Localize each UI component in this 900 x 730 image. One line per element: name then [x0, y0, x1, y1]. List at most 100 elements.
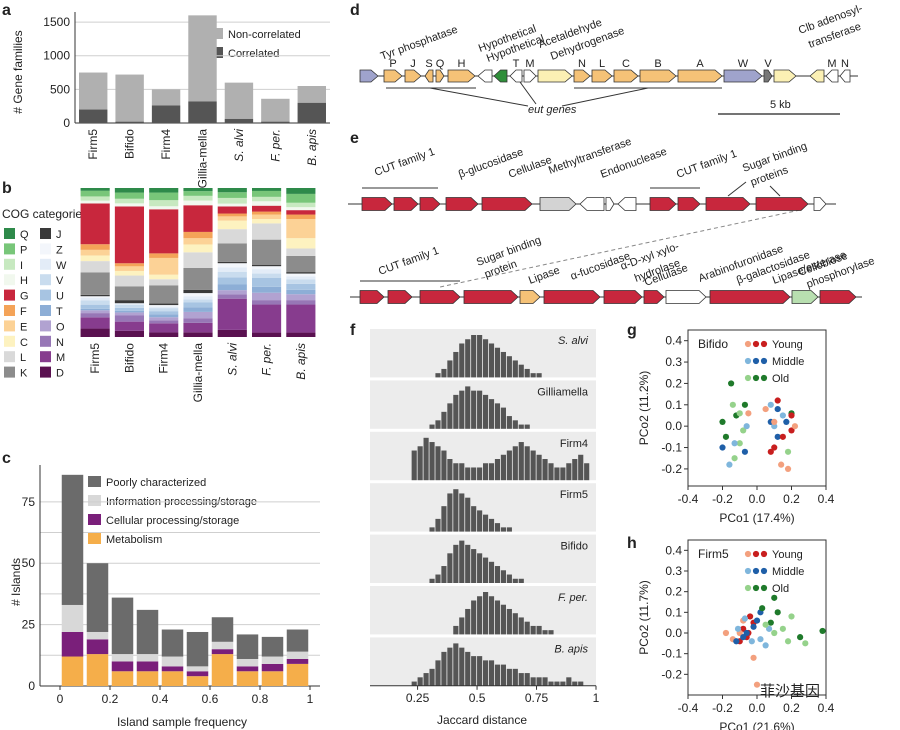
x-tick-label: 0.4: [152, 692, 169, 706]
histogram-bar: [465, 339, 471, 378]
histogram-bar: [459, 617, 465, 635]
gene-arrow: [463, 290, 519, 304]
bar-segment-P: [80, 190, 110, 197]
cog-label-K: K: [20, 368, 28, 380]
bar-segment-F: [183, 231, 213, 239]
cog-swatch-N: [40, 335, 51, 347]
y-tick-label: 75: [22, 495, 36, 509]
cog-swatch-V: [40, 274, 51, 286]
panel-letter-g: g: [627, 322, 637, 339]
gene-arrow: [819, 290, 857, 304]
histogram-bar: [483, 557, 489, 583]
bar-segment-G: [80, 203, 110, 245]
histogram-bar: [518, 578, 524, 583]
histogram-bar: [477, 335, 483, 378]
bar-segment-F: [80, 244, 110, 250]
x-tick-label: Firm4: [159, 129, 173, 160]
scatter-point: [733, 638, 740, 645]
bar-segment-J: [217, 261, 247, 264]
panel-f-xlabel: Jaccard distance: [437, 713, 527, 727]
x-tick-label: Gillia-mella: [191, 343, 205, 403]
scatter-point: [719, 444, 726, 451]
x-tick-label: 0.8: [252, 692, 269, 706]
scatter-point: [771, 444, 778, 451]
y-tick-label: 0.4: [665, 543, 682, 557]
gene-letter: M: [827, 58, 836, 70]
legend-dot: [760, 357, 768, 365]
bar-information: [111, 654, 134, 662]
histogram-bar: [465, 497, 471, 532]
x-tick-label: 0.4: [818, 701, 835, 715]
y-tick-label: 0.1: [665, 605, 682, 619]
bar-segment-T: [217, 284, 247, 291]
gene-letter: L: [599, 58, 605, 70]
bar-segment-C: [114, 270, 144, 276]
bar-segment-W: [252, 269, 282, 274]
bar-segment-C: [80, 255, 110, 262]
bar-segment-Q: [217, 188, 247, 193]
bar-segment-C: [183, 244, 213, 253]
histogram-bar: [566, 677, 572, 686]
eut-connector: [429, 87, 529, 107]
histogram-bar: [435, 660, 441, 686]
legend-swatch-info: [88, 495, 101, 506]
bar-correlated: [151, 105, 181, 123]
y-tick-label: -0.2: [661, 667, 682, 681]
bar-information: [186, 666, 209, 672]
bar-poorly: [236, 634, 259, 659]
panel-a-ylabel: # Gene families: [11, 30, 25, 113]
histogram-bar: [447, 403, 453, 429]
scatter-point: [784, 465, 792, 473]
gene-arrow: [579, 197, 605, 211]
legend-dot: [752, 357, 760, 365]
x-tick-label: 0.2: [783, 492, 800, 506]
scatter-point: [783, 418, 790, 425]
histogram-bar: [459, 343, 465, 378]
histogram-bar: [500, 454, 506, 481]
x-tick-label: 0.2: [102, 692, 119, 706]
cog-label-N: N: [56, 337, 64, 349]
scatter-point: [731, 455, 738, 462]
legend-dot: [760, 550, 768, 558]
bar-segment-E: [149, 257, 179, 275]
bar-segment-E: [217, 216, 247, 221]
bar-segment-V: [183, 299, 213, 303]
bar-segment-O: [183, 311, 213, 319]
scatter-point: [719, 418, 726, 425]
cog-label-I: I: [20, 260, 23, 272]
x-tick-label: 0.5: [469, 691, 486, 705]
scatter-point: [762, 642, 769, 649]
bar-segment-G: [286, 210, 316, 215]
bar-segment-M: [286, 304, 316, 333]
bar-metabolism: [186, 676, 209, 686]
bar-segment-D: [114, 330, 144, 337]
bar-segment-H: [217, 203, 247, 207]
histogram-bar: [524, 424, 530, 429]
gene-arrow: [424, 69, 434, 83]
gene-letter: W: [738, 58, 749, 70]
scatter-point: [741, 448, 749, 455]
histogram-bar: [453, 463, 459, 481]
bar-metabolism: [236, 671, 259, 686]
bar-segment-F: [217, 213, 247, 217]
histogram-bar: [554, 467, 560, 481]
cog-swatch-W: [40, 258, 51, 270]
bar-segment-G: [114, 206, 144, 264]
scatter-point: [722, 629, 730, 637]
histogram-bar: [471, 390, 477, 429]
gene-arrow: [813, 197, 827, 211]
bar-noncorrelated: [261, 98, 290, 122]
legend-swatch-poorly: [88, 476, 101, 487]
cog-label-O: O: [56, 321, 65, 333]
scatter-point: [774, 397, 781, 404]
gene-arrow: [445, 197, 479, 211]
histogram-bar: [524, 446, 530, 481]
bar-segment-D: [149, 332, 179, 337]
histogram-bar: [488, 660, 495, 686]
histogram-bar: [488, 343, 495, 378]
bar-segment-W: [217, 267, 247, 272]
histogram-bar: [477, 596, 483, 635]
bar-cellular: [286, 658, 309, 664]
gene-letter: Q: [436, 58, 445, 70]
